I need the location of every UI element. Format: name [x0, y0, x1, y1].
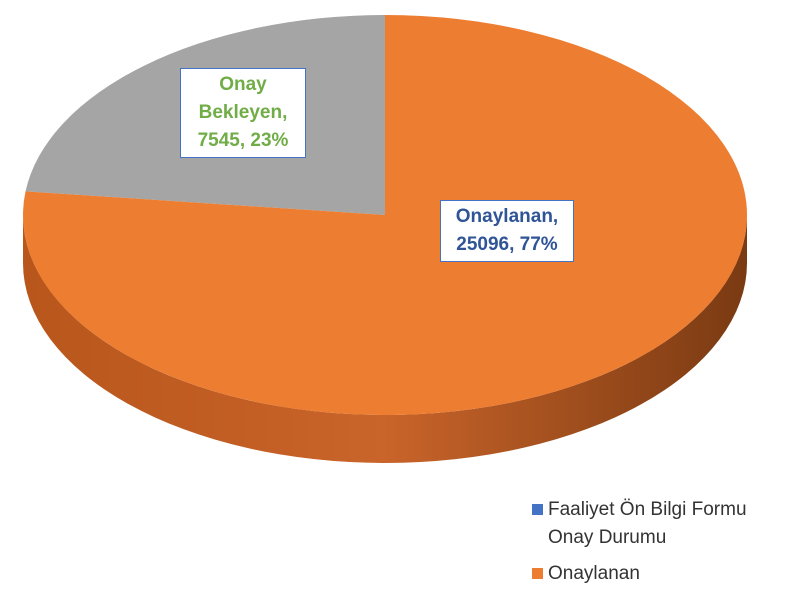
data-label: Onay Bekleyen, 7545, 23% [180, 68, 306, 158]
pie-side [23, 215, 747, 463]
legend-label: Onaylanan [548, 563, 640, 584]
data-label: Onaylanan, 25096, 77% [440, 200, 574, 262]
pie-slice [23, 15, 748, 415]
legend-entry: Onaylanan [532, 560, 782, 588]
legend-entry: Faaliyet Ön Bilgi Formu Onay Durumu [532, 496, 782, 552]
legend-swatch [532, 568, 543, 579]
legend-swatch [532, 504, 543, 515]
legend-label: Faaliyet Ön Bilgi Formu Onay Durumu [548, 499, 747, 548]
